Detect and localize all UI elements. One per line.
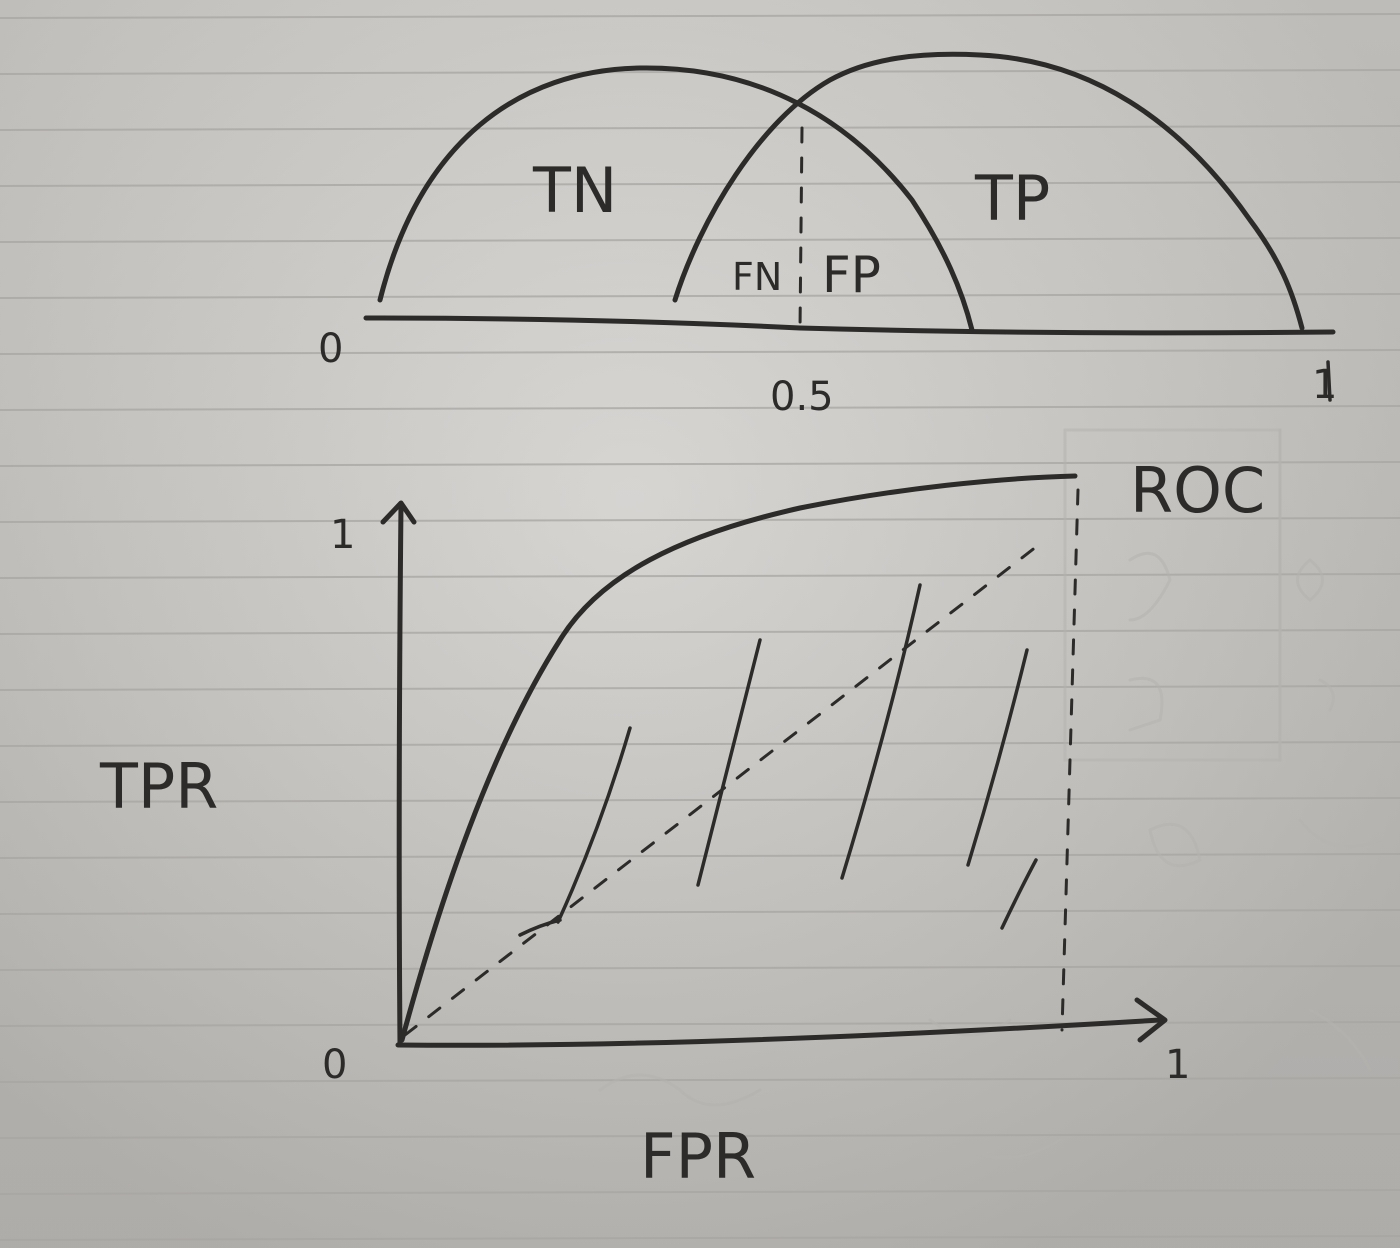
dist-zero-label: 0 <box>318 326 343 372</box>
tp-label: TP <box>974 162 1050 235</box>
threshold-tick <box>1326 360 1332 402</box>
auc-hatch-2 <box>696 638 762 887</box>
y-axis-arrowhead <box>380 500 417 525</box>
auc-hatch-3 <box>840 583 922 880</box>
auc-hatch-6 <box>518 918 562 937</box>
dist-mid-label: 0.5 <box>770 374 834 420</box>
diagonal-reference-line <box>403 538 1047 1037</box>
threshold-line <box>798 126 804 332</box>
fp-label: FP <box>822 246 881 304</box>
auc-hatch-4 <box>966 648 1029 867</box>
fpr-one-label: 1 <box>1165 1042 1190 1088</box>
y-axis <box>396 502 404 1048</box>
tn-label: TN <box>532 154 617 227</box>
x-axis-arrowhead <box>1134 997 1168 1043</box>
distribution-sketch <box>363 51 1336 402</box>
tpr-axis-label: TPR <box>99 750 218 823</box>
dist-one-label: 1 <box>1312 362 1337 408</box>
roc-plot <box>380 473 1168 1048</box>
roc-curve <box>399 473 1078 1043</box>
x-axis <box>395 1017 1163 1048</box>
positive-class-curve <box>672 51 1305 331</box>
fpr-axis-label: FPR <box>640 1120 756 1193</box>
fn-label: FN <box>732 255 782 299</box>
show-through-marks <box>598 428 1382 1160</box>
baseline-axis <box>363 315 1336 336</box>
ruled-lines <box>0 13 1400 1241</box>
auc-hatch-1 <box>556 726 632 924</box>
roc-label: ROC <box>1130 454 1265 527</box>
negative-class-curve <box>377 65 975 333</box>
tpr-one-label: 1 <box>330 512 355 558</box>
fpr-one-guide-line <box>1060 488 1080 1032</box>
roc-origin-label: 0 <box>322 1042 347 1088</box>
auc-hatch-5 <box>1000 858 1038 930</box>
